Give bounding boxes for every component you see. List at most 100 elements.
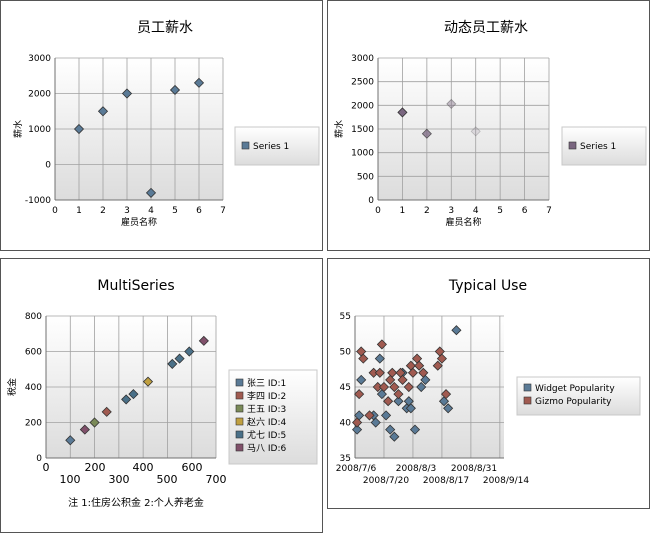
legend-marker [523,383,532,392]
x-tick-label: 6 [196,206,202,216]
x-tick-label: 0 [52,206,58,216]
y-tick-label: -1000 [25,196,51,206]
data-point [440,389,452,400]
legend-entry: 尤七 ID:5 [247,429,286,441]
y-tick-label: 600 [25,348,42,358]
chart-panel-4: Typical Use 35 40 45 50 55 2008/7/6 2008/8/3 200… [327,258,650,509]
x-tick-label: 6 [522,206,528,216]
data-point [374,353,385,364]
x-tick-label: 1 [76,206,82,216]
x-tick-label: 2008/7/20 [363,476,409,486]
chart-title: Typical Use [448,278,527,294]
data-point [387,367,398,378]
x-tick-label: 3 [124,206,130,216]
data-point [385,424,396,435]
chart-panel-1: 员工薪水 -1000 0 1000 2000 3000 0 1 2 3 4 5 6 7 雇员名称 薪水 Seri… [0,0,323,251]
legend-entry: 李四 ID:2 [247,390,286,402]
data-point [79,424,90,435]
data-point [421,128,432,139]
data-point [403,381,414,393]
data-point [184,346,195,357]
legend-entry: Series 1 [253,142,289,152]
y-axis-label: 税金 [6,378,18,396]
data-point [364,410,375,421]
data-point [436,353,447,364]
data-point [73,123,85,135]
legend-marker [523,396,532,405]
x-tick-label: 0 [43,461,50,474]
y-tick-label: 3000 [351,54,374,64]
data-point [405,403,416,414]
x-tick-label: 700 [206,473,227,486]
y-axis-label: 薪水 [333,120,345,138]
data-point [198,335,209,346]
data-point [370,417,381,428]
y-axis-label: 薪水 [12,120,24,138]
data-point [121,88,133,99]
y-tick-label: 800 [25,312,42,322]
y-tick-label: 2500 [351,78,374,88]
y-tick-label: 1500 [351,125,374,135]
data-point [414,360,425,371]
data-point [380,410,392,421]
y-tick-label: 2000 [351,101,374,111]
y-tick-label: 500 [357,172,374,182]
chart-title: 动态员工薪水 [444,20,528,36]
x-axis-label: 雇员名称 [445,216,481,228]
data-point [145,187,157,198]
x-tick-label: 1 [400,206,406,216]
x-tick-label: 400 [133,461,154,474]
data-point [409,424,421,435]
y-tick-label: 35 [340,454,351,464]
chart-panel-3: MultiSeries 0 200 400 600 800 0 200 400 600 100 300… [0,258,323,533]
y-tick-label: 1000 [351,149,374,159]
legend-box [228,369,318,465]
x-tick-label: 7 [220,206,226,216]
x-tick-label: 2008/8/17 [423,476,469,486]
y-tick-label: 45 [340,383,351,393]
data-point [101,406,112,417]
data-point [374,367,385,378]
x-tick-label: 2008/8/31 [451,464,497,474]
x-tick-label: 500 [157,473,178,486]
data-point [393,389,404,400]
legend-marker [235,391,244,400]
data-point [376,339,387,350]
data-point [354,389,365,400]
chart-panel-2: 动态员工薪水 0 500 1000 1500 2000 2500 3000 0 1 2 3 4 5 6 7 雇员… [327,0,650,251]
data-point [169,84,181,96]
y-tick-label: 2000 [28,90,51,100]
legend-entry: Gizmo Popularity [535,397,612,407]
data-point [352,424,363,435]
legend-marker [235,404,244,413]
x-tick-label: 3 [448,206,454,216]
y-tick-label: 50 [340,348,352,358]
data-point [174,353,185,364]
chart-4-svg: Typical Use 35 40 45 50 55 2008/7/6 2008/8/3 200… [336,278,641,486]
y-tick-label: 3000 [28,54,51,64]
data-point [193,77,205,88]
x-tick-label: 100 [60,473,81,486]
y-tick-label: 0 [36,454,42,464]
data-point [89,417,100,428]
x-tick-label: 7 [546,206,552,216]
x-tick-label: 600 [182,461,203,474]
legend-marker [241,141,250,150]
x-tick-label: 2008/9/14 [483,476,529,486]
data-point [470,126,481,137]
legend-entry: 张三 ID:1 [247,378,286,389]
y-tick-label: 400 [25,383,42,393]
legend-marker [568,141,577,150]
legend-marker [235,443,244,452]
x-tick-label: 4 [473,206,479,216]
chart-title: 员工薪水 [137,20,193,36]
chart-note: 注 1:住房公积金 2:个人养老金 [68,496,204,509]
x-axis-label: 雇员名称 [121,216,157,228]
x-tick-label: 200 [85,461,106,474]
data-point [389,431,400,442]
data-point [352,417,363,428]
legend-entry: Widget Popularity [535,384,615,394]
data-point [416,381,427,393]
data-point [378,381,390,393]
legend-entry: 马八 ID:6 [247,443,286,454]
